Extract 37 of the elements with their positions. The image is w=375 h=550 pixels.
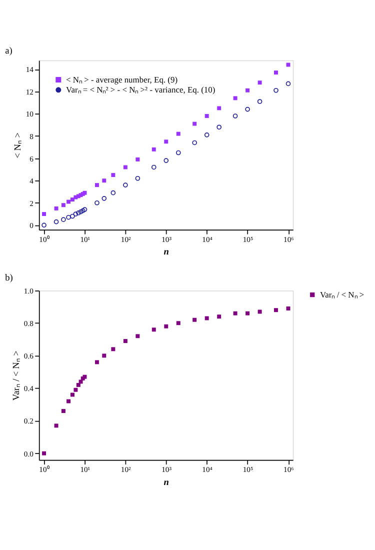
legend-label: Varₙ = < Nₙ² > - < Nₙ >² - variance, Eq. (10) bbox=[66, 84, 216, 94]
x-tick-label: 10⁶ bbox=[284, 234, 294, 244]
y-tick-label: 0.6 bbox=[24, 352, 34, 361]
y-axis-title: < Nₙ > bbox=[14, 132, 24, 158]
y-tick-label: 0 bbox=[30, 221, 34, 230]
x-tick-label: 10⁴ bbox=[202, 465, 213, 474]
y-tick-label: 12 bbox=[26, 87, 34, 96]
x-tick-label: 10³ bbox=[162, 465, 172, 474]
x-tick-label: 10² bbox=[120, 234, 132, 244]
y-tick-label: 2 bbox=[30, 198, 34, 208]
y-tick-label: 0.4 bbox=[24, 384, 34, 394]
x-axis-title: n bbox=[164, 248, 169, 258]
x-tick-label: 10³ bbox=[162, 234, 172, 244]
y-tick-label: 4 bbox=[30, 176, 34, 186]
y-tick-label: 0.2 bbox=[24, 416, 34, 426]
x-tick-label: 10⁵ bbox=[242, 234, 254, 244]
y-tick-label: 6 bbox=[30, 154, 34, 164]
chart-title: b) bbox=[5, 273, 13, 284]
y-tick-label: 10 bbox=[26, 110, 34, 119]
x-tick-label: 10⁰ bbox=[39, 465, 50, 474]
x-tick-label: 10⁴ bbox=[202, 234, 213, 244]
legend-label: < Nₙ > - average number, Eq. (9) bbox=[66, 74, 178, 84]
x-tick-label: 10⁶ bbox=[284, 465, 294, 474]
x-tick-label: 10⁰ bbox=[39, 234, 50, 244]
x-tick-label: 10¹ bbox=[80, 465, 91, 474]
y-tick-label: 0.0 bbox=[24, 449, 34, 458]
legend-label: Varₙ / < Nₙ > bbox=[320, 289, 364, 300]
x-axis-title: n bbox=[164, 478, 169, 488]
y-tick-label: 0.8 bbox=[24, 319, 34, 328]
x-tick-label: 10¹ bbox=[80, 234, 91, 244]
y-tick-label: 8 bbox=[30, 132, 34, 142]
y-tick-label: 1.0 bbox=[24, 286, 34, 296]
chart-title: a) bbox=[5, 46, 12, 57]
y-tick-label: 14 bbox=[26, 65, 34, 74]
x-tick-label: 10² bbox=[120, 465, 132, 474]
x-tick-label: 10⁵ bbox=[242, 465, 254, 474]
y-axis-title: Varₙ / < Nₙ > bbox=[12, 350, 22, 401]
